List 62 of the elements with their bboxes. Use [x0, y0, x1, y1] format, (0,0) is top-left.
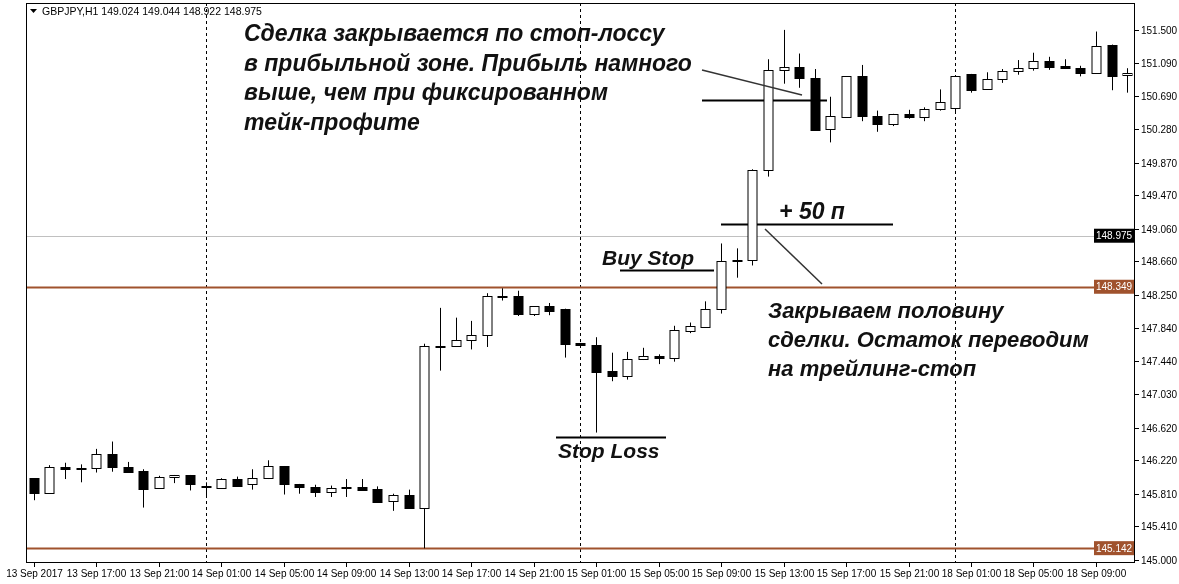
candlestick [794, 53, 805, 89]
x-tick-label: 13 Sep 21:00 [129, 568, 190, 579]
x-tick-label: 14 Sep 09:00 [316, 568, 377, 579]
y-tick-label: 150.690 [1141, 91, 1178, 102]
x-tick-label: 18 Sep 09:00 [1066, 568, 1127, 579]
x-tick-label: 14 Sep 05:00 [254, 568, 315, 579]
candlestick [872, 110, 883, 133]
candlestick [451, 317, 462, 348]
y-tick-label: 147.840 [1141, 323, 1178, 334]
candlestick [247, 468, 258, 491]
ref-line-label: Buy Stop [602, 246, 695, 270]
candlestick [607, 352, 618, 382]
x-tick-label: 13 Sep 17:00 [66, 568, 127, 579]
y-tick-label: 146.220 [1141, 455, 1178, 466]
ref-line-label: Сделка закрывается по стоп-лоссу в прибыльной зоне. Прибыль намного выше, чем при фиксированном тейк-профите [244, 20, 692, 135]
x-tick-label: 18 Sep 05:00 [1003, 568, 1064, 579]
y-tick-label: 149.060 [1141, 224, 1178, 235]
ref-line-label: Stop Loss [558, 439, 660, 463]
y-tick-label: 147.030 [1141, 389, 1178, 400]
candlestick [732, 247, 743, 279]
x-tick-label: 15 Sep 21:00 [879, 568, 940, 579]
x-tick-label: 14 Sep 13:00 [379, 568, 440, 579]
candlestick [935, 88, 946, 112]
y-tick-label: 146.620 [1141, 423, 1178, 434]
annotation: Закрываем половину сделки. Остаток переводим на трейлинг-стоп [768, 298, 1089, 381]
candlestick [825, 96, 836, 143]
y-tick-label: 145.000 [1141, 555, 1178, 566]
ref-line-label: + 50 п [779, 197, 845, 224]
y-tick-label: 148.250 [1141, 290, 1178, 301]
x-tick-label: 13 Sep 2017 [6, 568, 64, 579]
x-tick-label: 14 Sep 17:00 [441, 568, 502, 579]
candlestick [497, 287, 508, 302]
candlestick [279, 465, 290, 496]
candlestick [700, 300, 711, 328]
y-tick-label: 149.870 [1141, 158, 1178, 169]
candlestick [91, 448, 102, 474]
candlestick [466, 320, 477, 350]
y-tick-label: 145.810 [1141, 489, 1178, 500]
candlestick [107, 441, 118, 473]
candlestick [622, 351, 633, 381]
x-tick-label: 15 Sep 09:00 [691, 568, 752, 579]
candlestick [404, 489, 415, 509]
x-tick-label: 15 Sep 17:00 [816, 568, 877, 579]
x-tick-label: 18 Sep 01:00 [941, 568, 1002, 579]
y-tick-label: 149.470 [1141, 190, 1178, 201]
y-tick-label: 147.440 [1141, 356, 1178, 367]
y-tick-label: 150.280 [1141, 124, 1178, 135]
y-tick-label: 151.090 [1141, 58, 1178, 69]
y-tick-label: 151.500 [1141, 25, 1178, 36]
x-tick-label: 15 Sep 13:00 [754, 568, 815, 579]
y-tick-label: 148.660 [1141, 256, 1178, 267]
x-tick-label: 15 Sep 05:00 [629, 568, 690, 579]
chart-title: GBPJPY,H1 149.024 149.044 148.922 148.975 [42, 5, 263, 17]
candlestick [435, 307, 446, 372]
candlestick [779, 29, 790, 85]
candlestick [138, 468, 149, 509]
x-tick-label: 14 Sep 21:00 [504, 568, 565, 579]
candlestick [29, 477, 40, 501]
y-tick-label: 145.410 [1141, 521, 1178, 532]
x-tick-label: 15 Sep 01:00 [566, 568, 627, 579]
x-tick-label: 14 Sep 01:00 [191, 568, 252, 579]
candlestick [513, 290, 524, 317]
